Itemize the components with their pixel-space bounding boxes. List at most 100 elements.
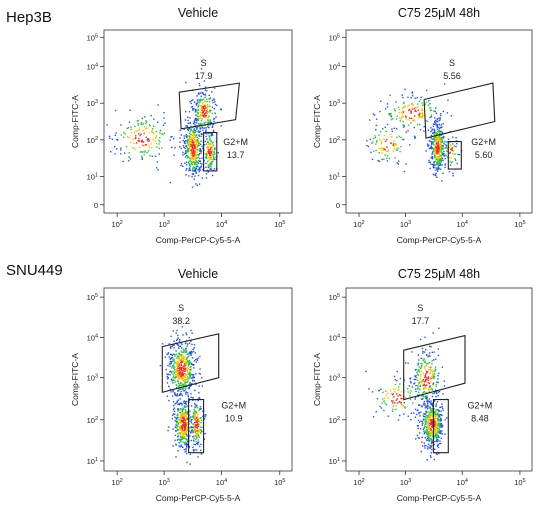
event-point	[424, 103, 426, 105]
y-tick-label: 105	[87, 293, 98, 302]
event-point	[195, 167, 197, 170]
event-point	[417, 124, 419, 126]
event-point	[193, 169, 196, 171]
event-point	[181, 412, 183, 414]
event-point	[429, 103, 431, 105]
event-point	[433, 431, 436, 433]
event-point	[385, 404, 387, 406]
event-point	[178, 445, 180, 447]
event-point	[447, 138, 450, 140]
event-point	[436, 427, 439, 430]
event-point	[443, 155, 445, 157]
event-point	[201, 122, 203, 125]
event-point	[181, 428, 184, 430]
event-point	[198, 168, 200, 170]
event-point	[190, 134, 193, 136]
event-point	[428, 391, 430, 393]
event-point	[193, 162, 195, 164]
event-point	[438, 131, 440, 133]
event-point	[196, 127, 198, 130]
event-point	[425, 439, 428, 441]
event-point	[435, 174, 437, 177]
event-point	[437, 395, 439, 397]
event-point	[190, 439, 193, 442]
event-point	[200, 422, 202, 424]
event-point	[194, 118, 196, 121]
event-point	[426, 430, 429, 432]
event-point	[394, 379, 396, 381]
event-point	[166, 373, 168, 375]
event-point	[433, 458, 435, 461]
event-point	[195, 421, 197, 423]
event-point	[142, 129, 144, 132]
event-point	[197, 106, 199, 108]
event-point	[427, 419, 429, 421]
event-point	[202, 129, 204, 131]
event-point	[434, 423, 436, 426]
event-point	[427, 446, 429, 448]
event-point	[392, 400, 394, 402]
event-point	[426, 143, 429, 145]
plot-frame	[345, 287, 533, 472]
event-point	[189, 140, 191, 143]
event-point	[209, 119, 212, 121]
event-point	[176, 400, 178, 402]
event-point	[422, 378, 424, 381]
event-point	[172, 391, 174, 393]
event-point	[429, 411, 432, 414]
event-point	[197, 156, 200, 159]
event-point	[435, 409, 437, 411]
event-point	[421, 441, 423, 443]
event-point	[407, 119, 409, 121]
event-point	[442, 141, 444, 143]
event-point	[186, 444, 189, 446]
event-point	[386, 146, 388, 148]
event-point	[205, 153, 207, 155]
event-point	[430, 134, 433, 136]
event-point	[200, 114, 202, 116]
s-phase-gate	[161, 333, 220, 394]
event-point	[436, 432, 438, 434]
event-point	[178, 394, 181, 397]
y-axis-label: Comp-FITC-A	[70, 353, 80, 406]
event-point	[449, 164, 452, 166]
event-point	[420, 375, 422, 378]
event-point	[194, 170, 196, 173]
event-point	[194, 122, 196, 124]
event-point	[434, 436, 436, 438]
event-point	[213, 117, 216, 120]
event-point	[185, 444, 188, 446]
event-point	[197, 161, 199, 163]
event-point	[142, 123, 144, 125]
event-point	[176, 343, 178, 345]
event-point	[424, 437, 426, 439]
event-point	[196, 147, 198, 149]
event-point	[166, 395, 169, 397]
event-point	[182, 376, 184, 379]
event-point	[423, 400, 426, 403]
event-point	[188, 397, 190, 400]
event-point	[140, 122, 143, 124]
event-point	[427, 402, 429, 405]
event-point	[180, 420, 183, 423]
event-point	[418, 437, 421, 439]
event-point	[192, 131, 194, 133]
event-point	[190, 383, 193, 385]
event-point	[413, 126, 415, 129]
event-point	[155, 131, 157, 133]
event-point	[454, 158, 456, 160]
event-point	[181, 431, 183, 433]
event-point	[196, 420, 198, 422]
event-point	[428, 354, 430, 357]
event-point	[430, 370, 432, 372]
event-point	[188, 164, 191, 167]
event-point	[365, 370, 367, 373]
event-point	[175, 387, 178, 389]
event-point	[208, 135, 210, 137]
event-point	[176, 357, 178, 359]
event-point	[190, 161, 192, 163]
event-point	[387, 397, 389, 399]
event-point	[408, 108, 411, 111]
event-point	[198, 144, 201, 146]
